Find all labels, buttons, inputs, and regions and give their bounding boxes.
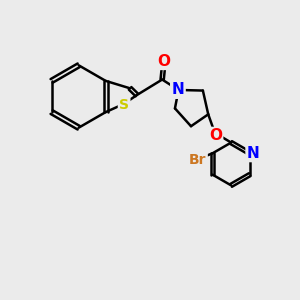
- Text: N: N: [172, 82, 184, 98]
- Text: Br: Br: [189, 153, 206, 167]
- Text: O: O: [157, 54, 170, 69]
- Text: N: N: [247, 146, 260, 161]
- Text: O: O: [209, 128, 222, 143]
- Text: S: S: [119, 98, 129, 112]
